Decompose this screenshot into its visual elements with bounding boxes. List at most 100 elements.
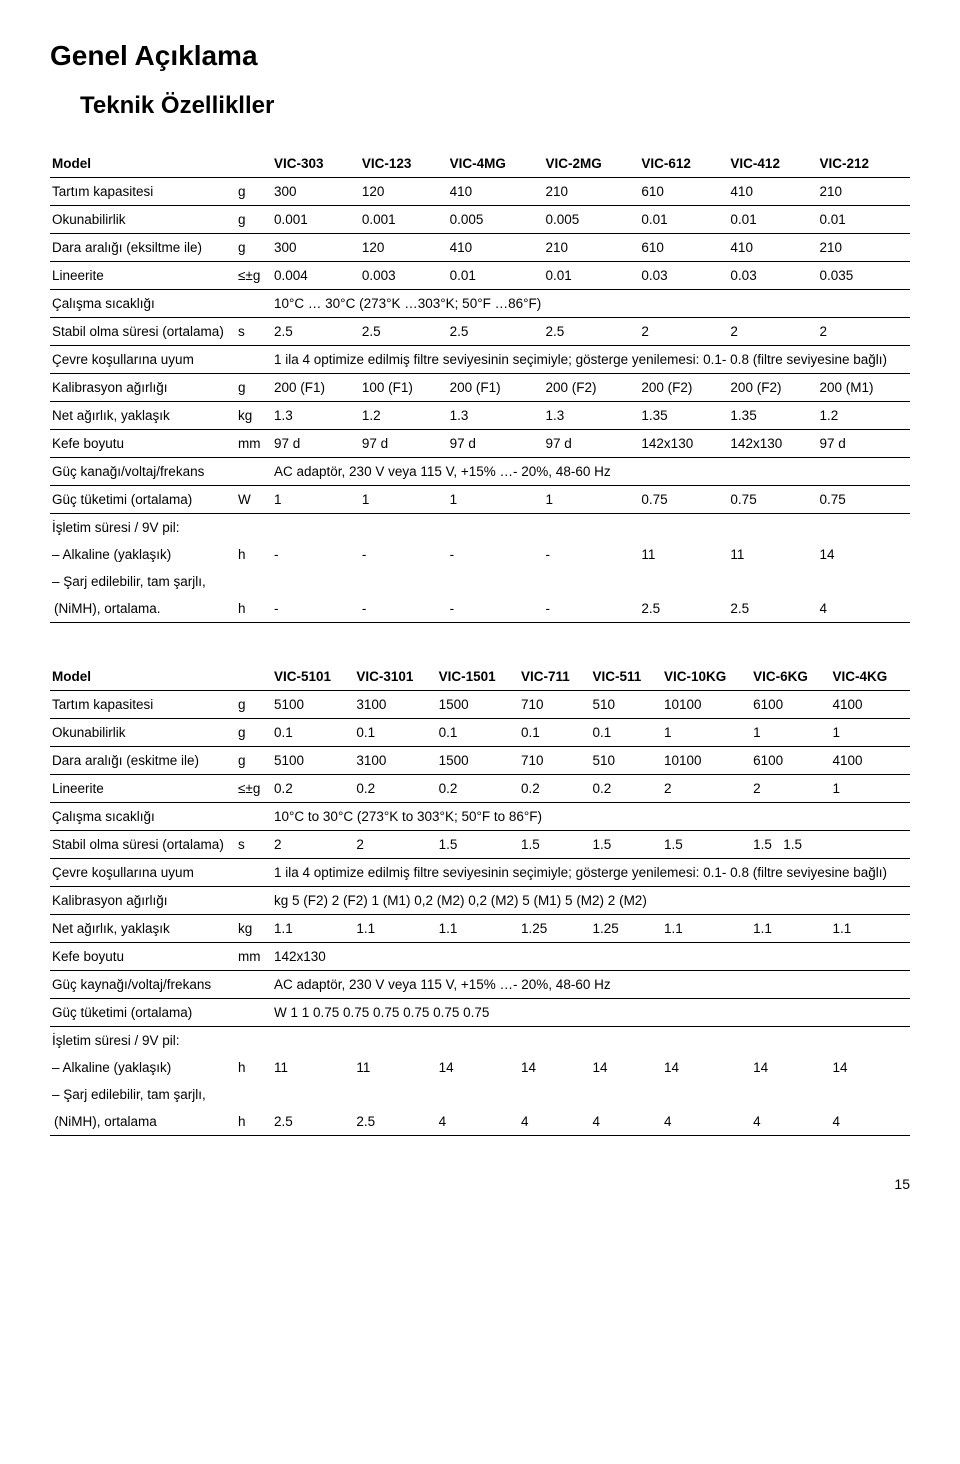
cell: 710 xyxy=(519,747,591,775)
table-row: Lineerite ≤±g 0.004 0.003 0.01 0.01 0.03… xyxy=(50,262,910,290)
cell xyxy=(236,859,272,887)
cell: Net ağırlık, yaklaşık xyxy=(50,402,236,430)
header-cell: VIC-6KG xyxy=(751,663,830,691)
cell: 1 xyxy=(831,775,911,803)
cell: 2.5 xyxy=(639,595,728,623)
table-row: İşletim süresi / 9V pil: xyxy=(50,514,910,542)
cell: Çevre koşullarına uyum xyxy=(50,859,236,887)
cell: 1 xyxy=(831,719,911,747)
cell: 1 xyxy=(544,486,640,514)
cell: 2 xyxy=(354,831,436,859)
header-cell: VIC-4KG xyxy=(831,663,911,691)
cell: 2 xyxy=(728,318,817,346)
table-row: Güç tüketimi (ortalama) W 1 1 0.75 0.75 … xyxy=(50,999,910,1027)
cell: 200 (F1) xyxy=(448,374,544,402)
cell: 10100 xyxy=(662,747,751,775)
cell: s xyxy=(236,318,272,346)
cell: 200 (F2) xyxy=(728,374,817,402)
table-row: Güç kanağı/voltaj/frekans AC adaptör, 23… xyxy=(50,458,910,486)
cell xyxy=(236,290,272,318)
cell: 1.5 xyxy=(590,831,662,859)
cell: 0.1 xyxy=(437,719,519,747)
cell: 10°C to 30°C (273°K to 303°K; 50°F to 86… xyxy=(272,803,910,831)
cell: kg xyxy=(236,915,272,943)
cell: 97 d xyxy=(448,430,544,458)
cell: 14 xyxy=(817,541,910,568)
cell: Çalışma sıcaklığı xyxy=(50,803,236,831)
cell: 2.5 xyxy=(728,595,817,623)
cell: 410 xyxy=(448,234,544,262)
header-cell: VIC-123 xyxy=(360,150,448,178)
cell: 1.5 xyxy=(662,831,751,859)
cell: 1.1 xyxy=(662,915,751,943)
cell: 710 xyxy=(519,691,591,719)
cell: g xyxy=(236,747,272,775)
cell: 4 xyxy=(817,595,910,623)
cell: kg xyxy=(236,402,272,430)
spec-table-2: Model VIC-5101 VIC-3101 VIC-1501 VIC-711… xyxy=(50,663,910,1136)
header-cell: Model xyxy=(50,663,236,691)
header-cell: VIC-511 xyxy=(590,663,662,691)
cell: – Şarj edilebilir, tam şarjlı, xyxy=(50,568,910,595)
cell: ≤±g xyxy=(236,775,272,803)
cell: Güç tüketimi (ortalama) xyxy=(50,999,236,1027)
cell: İşletim süresi / 9V pil: xyxy=(50,1027,910,1055)
cell: Çalışma sıcaklığı xyxy=(50,290,236,318)
header-cell xyxy=(236,663,272,691)
cell: 1.1 xyxy=(831,915,911,943)
cell: 0.2 xyxy=(272,775,354,803)
cell: 300 xyxy=(272,234,360,262)
cell: W xyxy=(236,486,272,514)
page-subtitle: Teknik Özellikller xyxy=(80,92,910,120)
cell: 0.03 xyxy=(728,262,817,290)
cell: - xyxy=(272,541,360,568)
cell: Güç tüketimi (ortalama) xyxy=(50,486,236,514)
cell: 2 xyxy=(751,775,830,803)
cell: 1.2 xyxy=(817,402,910,430)
cell: 5100 xyxy=(272,747,354,775)
cell: 0.01 xyxy=(448,262,544,290)
cell xyxy=(236,971,272,999)
cell: 2 xyxy=(639,318,728,346)
cell: 2.5 xyxy=(272,1108,354,1136)
header-cell: VIC-1501 xyxy=(437,663,519,691)
cell: Dara aralığı (eksiltme ile) xyxy=(50,234,236,262)
table-row: Kalibrasyon ağırlığı kg 5 (F2) 2 (F2) 1 … xyxy=(50,887,910,915)
table-row: Tartım kapasitesi g 300 120 410 210 610 … xyxy=(50,178,910,206)
cell: AC adaptör, 230 V veya 115 V, +15% …- 20… xyxy=(272,971,910,999)
cell: g xyxy=(236,206,272,234)
cell: 0.003 xyxy=(360,262,448,290)
cell: Lineerite xyxy=(50,262,236,290)
cell xyxy=(236,458,272,486)
cell: 510 xyxy=(590,747,662,775)
cell: 410 xyxy=(448,178,544,206)
cell: 5100 xyxy=(272,691,354,719)
cell: 100 (F1) xyxy=(360,374,448,402)
cell: g xyxy=(236,374,272,402)
cell: Tartım kapasitesi xyxy=(50,691,236,719)
cell: 2 xyxy=(817,318,910,346)
cell: 0.2 xyxy=(519,775,591,803)
cell: Net ağırlık, yaklaşık xyxy=(50,915,236,943)
cell: 0.001 xyxy=(272,206,360,234)
cell: 14 xyxy=(437,1054,519,1081)
cell: 0.75 xyxy=(817,486,910,514)
cell: 1 xyxy=(448,486,544,514)
cell: 11 xyxy=(354,1054,436,1081)
cell: 0.01 xyxy=(544,262,640,290)
cell: Güç kanağı/voltaj/frekans xyxy=(50,458,236,486)
table-row: – Şarj edilebilir, tam şarjlı, xyxy=(50,568,910,595)
cell: 1.3 xyxy=(448,402,544,430)
page-number: 15 xyxy=(50,1176,910,1192)
header-cell: VIC-412 xyxy=(728,150,817,178)
table-row: Stabil olma süresi (ortalama) s 2 2 1.5 … xyxy=(50,831,910,859)
cell: Dara aralığı (eskitme ile) xyxy=(50,747,236,775)
cell: 11 xyxy=(639,541,728,568)
cell: 120 xyxy=(360,234,448,262)
cell xyxy=(236,346,272,374)
cell: 1 xyxy=(662,719,751,747)
cell: 97 d xyxy=(360,430,448,458)
cell: 0.004 xyxy=(272,262,360,290)
cell: 0.2 xyxy=(354,775,436,803)
header-cell: VIC-4MG xyxy=(448,150,544,178)
